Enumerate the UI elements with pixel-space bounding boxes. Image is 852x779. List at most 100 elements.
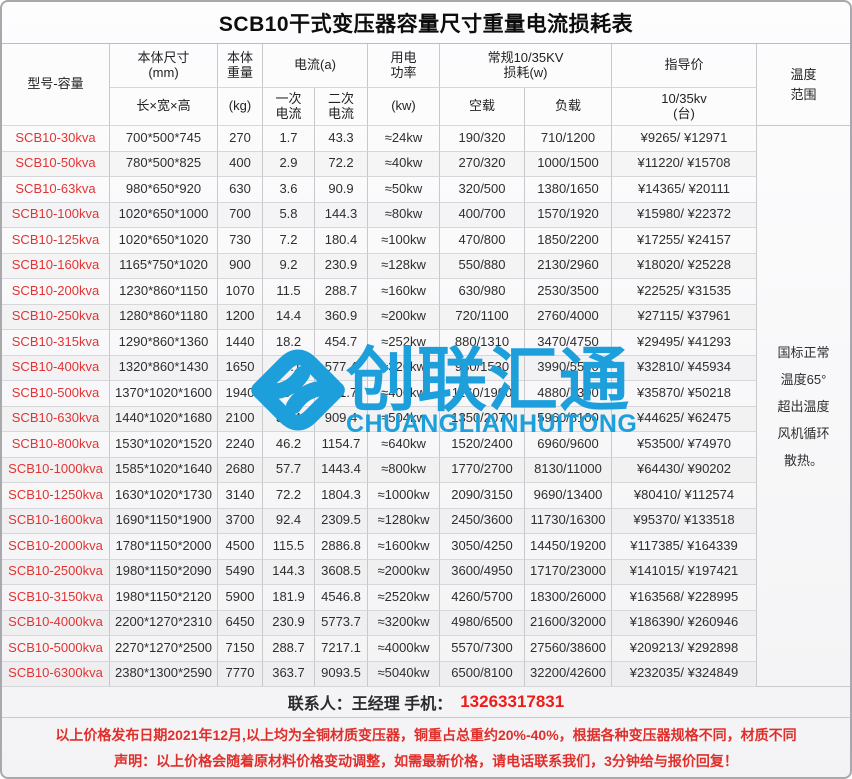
row-weight: 2100 <box>218 406 263 432</box>
row-model: SCB10-315kva <box>2 330 110 356</box>
row-i1: 57.7 <box>263 457 315 483</box>
row-power: ≈504kw <box>368 406 440 432</box>
row-power: ≈128kw <box>368 253 440 279</box>
row-price: ¥15980/ ¥22372 <box>612 202 757 228</box>
note-line-2: 声明：以上价格会随着原材料价格变动调整，如需最新价格，请电话联系我们，3分钟给与… <box>114 752 738 769</box>
header-weight-sub: (kg) <box>218 88 263 126</box>
row-dims: 1980*1150*2120 <box>110 585 218 611</box>
row-load: 14450/19200 <box>525 534 612 560</box>
row-power: ≈3200kw <box>368 610 440 636</box>
row-price: ¥35870/ ¥50218 <box>612 381 757 407</box>
header-current-group: 电流(a) <box>263 44 368 88</box>
row-i2: 288.7 <box>315 279 368 305</box>
row-load: 8130/11000 <box>525 457 612 483</box>
row-power: ≈80kw <box>368 202 440 228</box>
header-loss-load: 负载 <box>525 88 612 126</box>
row-i1: 72.2 <box>263 483 315 509</box>
row-dims: 1780*1150*2000 <box>110 534 218 560</box>
row-i2: 230.9 <box>315 253 368 279</box>
row-price: ¥22525/ ¥31535 <box>612 279 757 305</box>
row-i1: 115.5 <box>263 534 315 560</box>
header-power-group: 用电 功率 <box>368 44 440 88</box>
row-i2: 721.7 <box>315 381 368 407</box>
row-dims: 1165*750*1020 <box>110 253 218 279</box>
row-model: SCB10-1000kva <box>2 457 110 483</box>
header-temp-range: 温度 范围 <box>757 44 850 126</box>
row-load: 1000/1500 <box>525 151 612 177</box>
row-no-load: 880/1310 <box>440 330 525 356</box>
row-price: ¥17255/ ¥24157 <box>612 228 757 254</box>
row-model: SCB10-50kva <box>2 151 110 177</box>
row-i2: 909.4 <box>315 406 368 432</box>
row-power: ≈1000kw <box>368 483 440 509</box>
row-model: SCB10-5000kva <box>2 636 110 662</box>
row-no-load: 400/700 <box>440 202 525 228</box>
row-no-load: 4980/6500 <box>440 610 525 636</box>
row-i1: 2.9 <box>263 151 315 177</box>
page-title: SCB10干式变压器容量尺寸重量电流损耗表 <box>2 2 850 44</box>
row-load: 11730/16300 <box>525 508 612 534</box>
row-model: SCB10-160kva <box>2 253 110 279</box>
row-dims: 2200*1270*2310 <box>110 610 218 636</box>
temp-range-note: 国标正常 温度65° 超出温度 风机循环 散热。 <box>757 126 850 687</box>
row-model: SCB10-500kva <box>2 381 110 407</box>
row-load: 1380/1650 <box>525 177 612 203</box>
row-weight: 1070 <box>218 279 263 305</box>
row-i1: 7.2 <box>263 228 315 254</box>
row-weight: 7150 <box>218 636 263 662</box>
row-i2: 7217.1 <box>315 636 368 662</box>
row-model: SCB10-630kva <box>2 406 110 432</box>
row-weight: 2680 <box>218 457 263 483</box>
row-price: ¥186390/ ¥260946 <box>612 610 757 636</box>
row-i2: 360.9 <box>315 304 368 330</box>
row-no-load: 980/1530 <box>440 355 525 381</box>
row-power: ≈100kw <box>368 228 440 254</box>
row-load: 1570/1920 <box>525 202 612 228</box>
row-i1: 92.4 <box>263 508 315 534</box>
row-dims: 1230*860*1150 <box>110 279 218 305</box>
row-power: ≈50kw <box>368 177 440 203</box>
row-price: ¥95370/ ¥133518 <box>612 508 757 534</box>
row-price: ¥9265/ ¥12971 <box>612 126 757 152</box>
row-power: ≈1600kw <box>368 534 440 560</box>
row-i1: 18.2 <box>263 330 315 356</box>
row-no-load: 550/880 <box>440 253 525 279</box>
row-i1: 14.4 <box>263 304 315 330</box>
row-model: SCB10-2000kva <box>2 534 110 560</box>
row-weight: 700 <box>218 202 263 228</box>
row-i2: 1443.4 <box>315 457 368 483</box>
row-i1: 5.8 <box>263 202 315 228</box>
header-dims-sub: 长×宽×高 <box>110 88 218 126</box>
row-no-load: 190/320 <box>440 126 525 152</box>
row-dims: 1020*650*1000 <box>110 202 218 228</box>
row-price: ¥29495/ ¥41293 <box>612 330 757 356</box>
row-no-load: 2450/3600 <box>440 508 525 534</box>
row-weight: 1650 <box>218 355 263 381</box>
row-power: ≈2000kw <box>368 559 440 585</box>
row-dims: 1585*1020*1640 <box>110 457 218 483</box>
row-model: SCB10-3150kva <box>2 585 110 611</box>
row-weight: 2240 <box>218 432 263 458</box>
row-dims: 1980*1150*2090 <box>110 559 218 585</box>
row-no-load: 720/1100 <box>440 304 525 330</box>
row-no-load: 470/800 <box>440 228 525 254</box>
header-model: 型号-容量 <box>2 44 110 126</box>
row-i1: 230.9 <box>263 610 315 636</box>
row-weight: 6450 <box>218 610 263 636</box>
row-model: SCB10-1600kva <box>2 508 110 534</box>
row-i2: 2886.8 <box>315 534 368 560</box>
row-no-load: 320/500 <box>440 177 525 203</box>
row-i2: 90.9 <box>315 177 368 203</box>
row-weight: 5490 <box>218 559 263 585</box>
row-i1: 28.9 <box>263 381 315 407</box>
row-i1: 363.7 <box>263 661 315 687</box>
row-no-load: 4260/5700 <box>440 585 525 611</box>
row-price: ¥64430/ ¥90202 <box>612 457 757 483</box>
row-i1: 36.4 <box>263 406 315 432</box>
row-dims: 980*650*920 <box>110 177 218 203</box>
row-price: ¥117385/ ¥164339 <box>612 534 757 560</box>
row-price: ¥232035/ ¥324849 <box>612 661 757 687</box>
row-no-load: 1350/2070 <box>440 406 525 432</box>
row-power: ≈160kw <box>368 279 440 305</box>
row-i2: 3608.5 <box>315 559 368 585</box>
